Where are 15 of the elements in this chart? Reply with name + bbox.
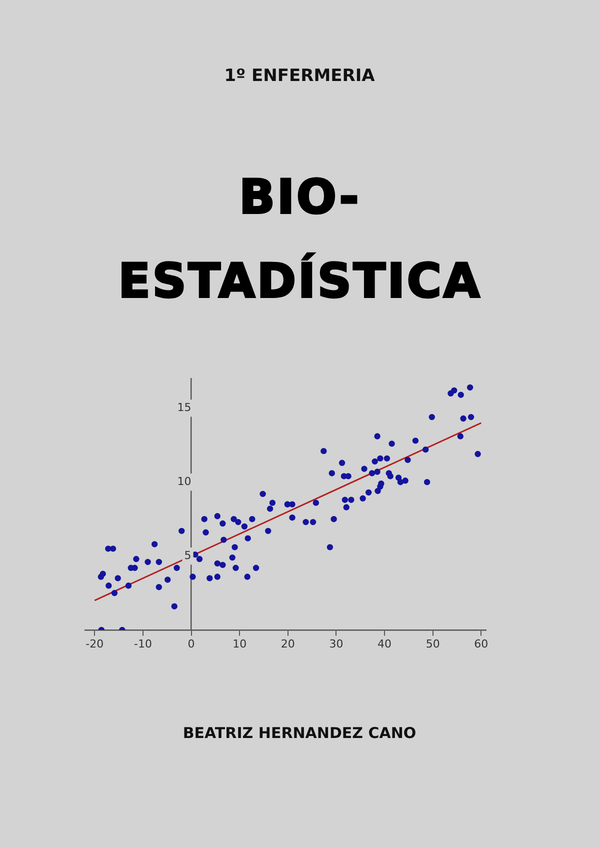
x-tick-label: 30 <box>329 637 344 650</box>
x-tick-label: 0 <box>188 637 195 650</box>
y-tick-label: 5 <box>184 548 192 562</box>
x-tick-label: 10 <box>232 637 247 650</box>
x-tick-label: 60 <box>474 637 488 650</box>
x-tick-label: 40 <box>378 637 392 650</box>
x-tick-label: -10 <box>134 637 152 650</box>
chart-subtitle: 1º ENFERMERIA <box>223 66 376 86</box>
x-tick-label: 20 <box>280 637 295 650</box>
y-tick-label: 10 <box>177 474 192 488</box>
text: BEATRIZ HERNANDEZ CANO <box>182 724 418 742</box>
y-tick-label: 15 <box>177 401 192 414</box>
x-tick-label: 50 <box>426 637 440 650</box>
x-tick-label: -20 <box>86 637 104 650</box>
chart-title: BIO-ESTADÍSTICA <box>117 169 483 311</box>
